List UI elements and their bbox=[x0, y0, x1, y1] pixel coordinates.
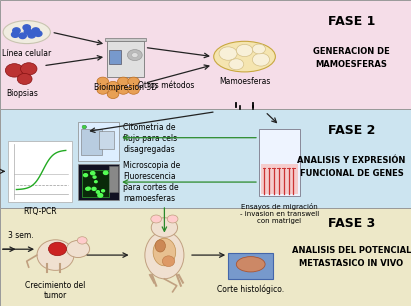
Circle shape bbox=[13, 28, 20, 33]
Circle shape bbox=[48, 242, 67, 256]
Circle shape bbox=[128, 77, 139, 86]
Text: RTQ-PCR: RTQ-PCR bbox=[23, 207, 57, 216]
Ellipse shape bbox=[37, 240, 74, 271]
Circle shape bbox=[128, 86, 139, 94]
Circle shape bbox=[77, 237, 87, 244]
Text: FASE 3: FASE 3 bbox=[328, 217, 375, 230]
Circle shape bbox=[132, 53, 138, 58]
Text: Biopsias: Biopsias bbox=[7, 89, 39, 98]
Text: Otros métodos: Otros métodos bbox=[138, 81, 194, 90]
Circle shape bbox=[19, 33, 26, 39]
Ellipse shape bbox=[214, 41, 275, 72]
Text: Bioimpresion 3D: Bioimpresion 3D bbox=[94, 83, 157, 91]
Ellipse shape bbox=[3, 21, 51, 44]
FancyBboxPatch shape bbox=[109, 166, 118, 192]
Circle shape bbox=[83, 126, 86, 128]
Circle shape bbox=[167, 215, 178, 223]
Text: Línea celular: Línea celular bbox=[2, 49, 51, 58]
Circle shape bbox=[252, 53, 270, 66]
Text: Mamoesferas: Mamoesferas bbox=[219, 76, 270, 85]
Circle shape bbox=[102, 190, 104, 192]
Circle shape bbox=[107, 81, 119, 90]
Circle shape bbox=[5, 64, 23, 77]
Circle shape bbox=[32, 28, 39, 33]
Text: ANALISIS DEL POTENCIAL
METASTASICO IN VIVO: ANALISIS DEL POTENCIAL METASTASICO IN VI… bbox=[292, 246, 411, 268]
Circle shape bbox=[219, 47, 237, 60]
Ellipse shape bbox=[236, 257, 265, 272]
Text: GENERACION DE
MAMOESFERAS: GENERACION DE MAMOESFERAS bbox=[313, 47, 390, 69]
Bar bbox=[0, 109, 411, 208]
Circle shape bbox=[118, 77, 129, 86]
Circle shape bbox=[95, 181, 97, 183]
Text: FASE 2: FASE 2 bbox=[328, 124, 375, 136]
Circle shape bbox=[92, 187, 96, 190]
Circle shape bbox=[17, 73, 32, 84]
Bar bbox=[0, 208, 411, 306]
Ellipse shape bbox=[155, 240, 165, 252]
Circle shape bbox=[21, 63, 37, 75]
Circle shape bbox=[35, 31, 42, 36]
Text: Microscopia de
Fluorescencia
para cortes de
mamoesferas: Microscopia de Fluorescencia para cortes… bbox=[123, 161, 180, 203]
Circle shape bbox=[23, 25, 30, 30]
FancyBboxPatch shape bbox=[8, 141, 72, 202]
Circle shape bbox=[83, 174, 88, 177]
Circle shape bbox=[151, 218, 178, 237]
FancyBboxPatch shape bbox=[109, 50, 121, 64]
Circle shape bbox=[97, 191, 99, 193]
Circle shape bbox=[86, 188, 89, 190]
Circle shape bbox=[97, 77, 109, 86]
FancyBboxPatch shape bbox=[81, 129, 102, 155]
Circle shape bbox=[98, 193, 103, 197]
FancyBboxPatch shape bbox=[228, 252, 273, 278]
Circle shape bbox=[93, 176, 96, 178]
Text: 3 sem.: 3 sem. bbox=[8, 231, 33, 240]
Ellipse shape bbox=[162, 256, 175, 267]
Ellipse shape bbox=[145, 231, 184, 279]
Circle shape bbox=[90, 172, 95, 175]
Circle shape bbox=[104, 171, 108, 174]
Circle shape bbox=[24, 29, 32, 34]
Circle shape bbox=[127, 50, 142, 61]
Circle shape bbox=[12, 32, 19, 37]
Circle shape bbox=[96, 191, 99, 193]
Circle shape bbox=[151, 215, 162, 223]
FancyBboxPatch shape bbox=[261, 164, 298, 194]
Circle shape bbox=[229, 59, 244, 70]
Circle shape bbox=[236, 44, 253, 57]
Text: ANALISIS Y EXPRESIÓN
FUNCIONAL DE GENES: ANALISIS Y EXPRESIÓN FUNCIONAL DE GENES bbox=[297, 156, 406, 177]
Text: FASE 1: FASE 1 bbox=[328, 15, 375, 28]
Circle shape bbox=[83, 126, 86, 128]
Circle shape bbox=[28, 32, 35, 38]
Text: Citometria de
flujo para cels
disagregadas: Citometria de flujo para cels disagregad… bbox=[123, 123, 178, 154]
FancyBboxPatch shape bbox=[105, 38, 146, 41]
Circle shape bbox=[97, 86, 109, 94]
Text: Corte histológico.: Corte histológico. bbox=[217, 285, 284, 294]
FancyBboxPatch shape bbox=[78, 164, 119, 200]
Circle shape bbox=[107, 90, 119, 99]
FancyBboxPatch shape bbox=[107, 41, 144, 76]
FancyBboxPatch shape bbox=[99, 131, 114, 149]
Text: Crecimiento del
tumor: Crecimiento del tumor bbox=[25, 281, 85, 300]
Circle shape bbox=[118, 86, 129, 94]
Ellipse shape bbox=[153, 238, 176, 266]
Circle shape bbox=[83, 126, 86, 128]
Circle shape bbox=[87, 187, 90, 190]
Text: Ensayos de migración
- invasion en transwell
con matrigel: Ensayos de migración - invasion en trans… bbox=[240, 203, 319, 225]
FancyBboxPatch shape bbox=[82, 170, 109, 197]
Bar bbox=[0, 0, 411, 109]
Circle shape bbox=[67, 241, 90, 258]
Circle shape bbox=[252, 44, 266, 54]
FancyBboxPatch shape bbox=[259, 129, 300, 196]
FancyBboxPatch shape bbox=[78, 122, 119, 161]
